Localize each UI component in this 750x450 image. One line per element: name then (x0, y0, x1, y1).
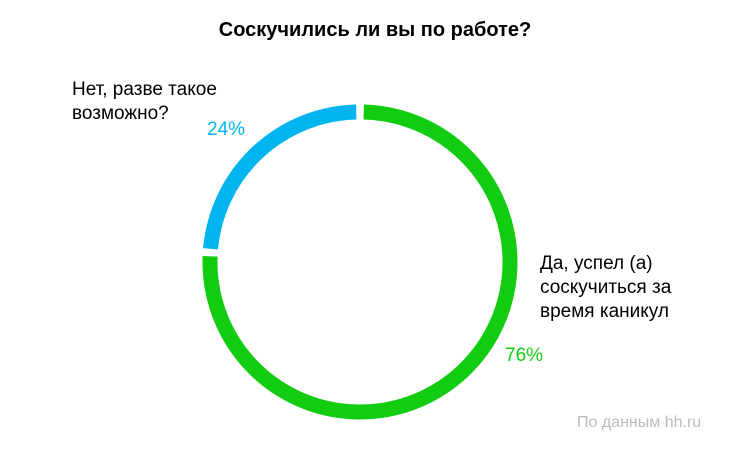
donut-segment (203, 104, 357, 250)
category-label: Да, успел (а) соскучиться за время каник… (540, 253, 672, 322)
chart-title: Соскучились ли вы по работе? (218, 19, 532, 41)
category-label: Нет, разве такое возможно? (72, 79, 217, 124)
donut-segment (202, 104, 518, 420)
value-label: 76% (505, 345, 544, 366)
source-note: По данным hh.ru (577, 414, 702, 431)
value-label: 24% (207, 119, 246, 140)
